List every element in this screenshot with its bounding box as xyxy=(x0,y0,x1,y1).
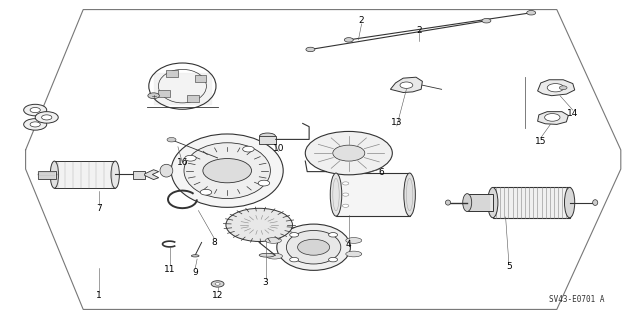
Ellipse shape xyxy=(463,194,472,211)
Circle shape xyxy=(185,155,196,161)
Circle shape xyxy=(215,283,220,285)
Text: 14: 14 xyxy=(567,109,579,118)
Bar xyxy=(166,70,178,77)
Circle shape xyxy=(305,131,392,175)
Text: 15: 15 xyxy=(535,137,547,146)
Circle shape xyxy=(211,281,224,287)
Ellipse shape xyxy=(488,188,498,218)
Text: 9: 9 xyxy=(193,268,198,277)
Ellipse shape xyxy=(266,238,282,243)
Text: 10: 10 xyxy=(273,144,284,153)
Bar xyxy=(493,188,570,218)
Text: 8: 8 xyxy=(212,238,217,247)
Bar xyxy=(133,171,145,179)
Ellipse shape xyxy=(593,200,598,205)
Circle shape xyxy=(527,11,536,15)
Circle shape xyxy=(167,137,176,142)
Text: 3: 3 xyxy=(263,278,268,287)
Circle shape xyxy=(35,112,58,123)
Circle shape xyxy=(306,47,315,52)
Bar xyxy=(187,95,198,102)
Circle shape xyxy=(400,82,413,88)
Text: 13: 13 xyxy=(391,118,403,127)
Ellipse shape xyxy=(266,253,282,259)
Circle shape xyxy=(226,208,292,241)
Circle shape xyxy=(203,159,252,183)
Text: 11: 11 xyxy=(164,265,175,274)
Ellipse shape xyxy=(191,255,199,257)
Ellipse shape xyxy=(260,133,275,139)
Bar xyxy=(467,194,493,211)
Ellipse shape xyxy=(184,143,270,198)
Circle shape xyxy=(258,180,269,186)
Ellipse shape xyxy=(259,253,275,257)
Ellipse shape xyxy=(277,224,351,270)
Circle shape xyxy=(148,93,159,99)
Text: 6: 6 xyxy=(378,168,383,177)
Circle shape xyxy=(42,115,52,120)
Circle shape xyxy=(24,119,47,130)
Circle shape xyxy=(290,233,299,237)
Ellipse shape xyxy=(564,188,575,218)
Circle shape xyxy=(200,189,212,195)
Ellipse shape xyxy=(111,161,119,188)
Bar xyxy=(38,171,56,179)
Text: 5: 5 xyxy=(506,262,511,271)
Text: 4: 4 xyxy=(346,240,351,249)
Ellipse shape xyxy=(172,134,284,207)
Circle shape xyxy=(342,182,349,185)
Ellipse shape xyxy=(445,200,451,205)
Ellipse shape xyxy=(404,173,415,216)
Circle shape xyxy=(333,145,365,161)
Text: 2: 2 xyxy=(359,16,364,25)
Circle shape xyxy=(545,114,560,121)
Bar xyxy=(259,136,276,144)
Polygon shape xyxy=(390,77,422,93)
Polygon shape xyxy=(145,170,159,180)
Circle shape xyxy=(298,239,330,255)
Circle shape xyxy=(30,108,40,113)
Ellipse shape xyxy=(346,238,362,243)
Bar xyxy=(336,173,410,216)
Text: 2: 2 xyxy=(417,26,422,35)
Text: 12: 12 xyxy=(212,291,223,300)
Circle shape xyxy=(290,257,299,262)
Text: 16: 16 xyxy=(177,158,188,167)
Ellipse shape xyxy=(160,164,173,177)
Circle shape xyxy=(344,38,353,42)
Circle shape xyxy=(547,84,564,92)
Polygon shape xyxy=(538,112,568,124)
Ellipse shape xyxy=(51,161,59,188)
Circle shape xyxy=(243,146,254,152)
Bar xyxy=(195,76,207,83)
Circle shape xyxy=(328,233,337,237)
Ellipse shape xyxy=(346,251,362,257)
Circle shape xyxy=(328,257,337,262)
Text: 1: 1 xyxy=(97,291,102,300)
Text: 7: 7 xyxy=(97,204,102,213)
Circle shape xyxy=(24,104,47,116)
Circle shape xyxy=(342,204,349,207)
Ellipse shape xyxy=(287,230,341,264)
Circle shape xyxy=(342,193,349,196)
Bar xyxy=(54,161,115,188)
Bar xyxy=(158,90,170,97)
Circle shape xyxy=(482,19,491,23)
Polygon shape xyxy=(538,80,575,96)
Text: SV43-E0701 A: SV43-E0701 A xyxy=(549,295,605,304)
Circle shape xyxy=(30,122,40,127)
Circle shape xyxy=(559,86,567,90)
Ellipse shape xyxy=(330,173,342,216)
